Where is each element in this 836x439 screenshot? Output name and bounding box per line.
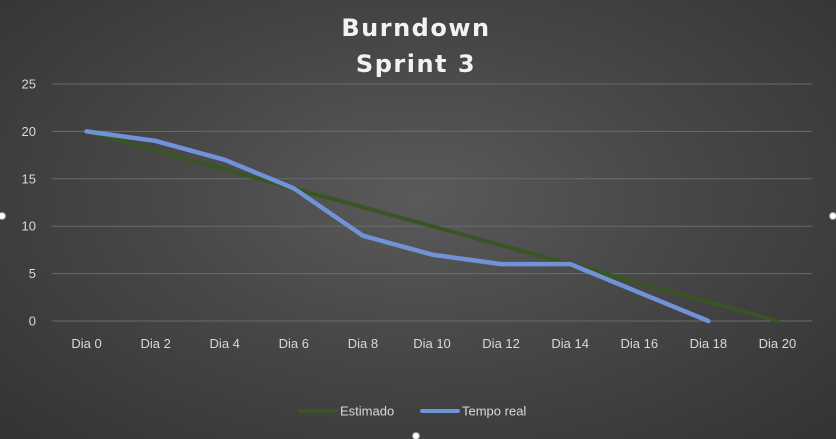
x-tick-label: Dia 6 — [279, 336, 309, 351]
y-tick-label: 15 — [22, 171, 36, 186]
y-tick-label: 10 — [22, 219, 36, 234]
x-tick-label: Dia 12 — [482, 336, 520, 351]
y-tick-label: 0 — [29, 314, 36, 329]
legend-label: Estimado — [340, 404, 394, 419]
resize-handle-left[interactable] — [0, 212, 6, 220]
x-tick-label: Dia 14 — [551, 336, 589, 351]
resize-handle-right[interactable] — [829, 212, 836, 220]
selection-handles[interactable] — [0, 212, 836, 439]
y-tick-label: 5 — [29, 266, 36, 281]
chart-title: Burndown Sprint 3 — [341, 14, 490, 78]
resize-handle-bottom[interactable] — [412, 432, 420, 439]
series-line-estimado — [84, 129, 780, 323]
y-tick-label: 25 — [22, 77, 36, 92]
x-tick-label: Dia 16 — [620, 336, 658, 351]
legend-item: Estimado — [298, 404, 394, 419]
x-tick-label: Dia 18 — [690, 336, 728, 351]
y-axis-ticks: 0 5 10 15 20 25 — [22, 77, 36, 329]
x-tick-label: Dia 2 — [140, 336, 170, 351]
x-tick-label: Dia 8 — [348, 336, 378, 351]
series-line-tempo-real — [84, 129, 711, 324]
x-axis-ticks: Dia 0 Dia 2 Dia 4 Dia 6 Dia 8 Dia 10 Dia 12 Dia… — [71, 336, 796, 351]
legend: Estimado Tempo real — [298, 404, 526, 419]
chart-title-line-1: Burndown — [341, 14, 490, 42]
x-tick-label: Dia 20 — [759, 336, 797, 351]
gridlines — [52, 83, 812, 322]
chart-title-line-2: Sprint 3 — [356, 50, 476, 78]
x-tick-label: Dia 10 — [413, 336, 451, 351]
series-lines — [84, 129, 780, 324]
x-tick-label: Dia 0 — [71, 336, 101, 351]
legend-label: Tempo real — [462, 404, 526, 419]
y-tick-label: 20 — [22, 124, 36, 139]
x-tick-label: Dia 4 — [210, 336, 240, 351]
legend-item: Tempo real — [420, 404, 526, 419]
